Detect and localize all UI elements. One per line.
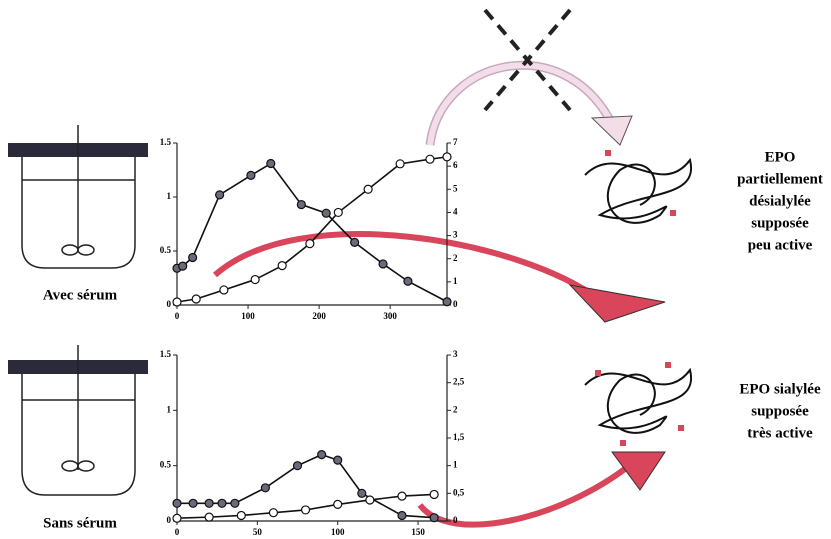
- data-point: [403, 276, 413, 286]
- data-point: [442, 152, 452, 162]
- data-point: [172, 513, 182, 523]
- data-point: [250, 274, 260, 285]
- reactor-bottom: [8, 345, 148, 496]
- data-point: [365, 495, 375, 505]
- data-point: [236, 510, 246, 521]
- y-tick-label: 0: [167, 515, 172, 525]
- x-tick-label: 100: [241, 311, 255, 321]
- x-tick-label: 50: [253, 527, 263, 537]
- data-point: [300, 505, 311, 515]
- data-point: [292, 461, 303, 471]
- data-point: [363, 184, 373, 194]
- product-label-line: EPO: [765, 149, 796, 165]
- data-point: [191, 294, 201, 304]
- y2-tick-label: 3: [453, 349, 458, 359]
- data-point: [204, 498, 214, 508]
- product-label-line: très active: [747, 425, 813, 441]
- y2-tick-label: 2: [453, 404, 458, 414]
- product-label-line: EPO sialylée: [739, 381, 821, 397]
- y2-tick-label: 3: [453, 230, 458, 240]
- data-point: [260, 483, 270, 493]
- data-point: [219, 285, 229, 295]
- data-point: [172, 498, 182, 508]
- product-label: EPO sialylée supposée très active: [739, 381, 821, 441]
- product-label-line: peu active: [748, 237, 813, 253]
- axis-frame: [176, 143, 448, 306]
- data-point: [442, 297, 452, 307]
- data-point: [378, 259, 388, 269]
- y2-tick-label: 1: [453, 460, 458, 470]
- y2-tick-label: 7: [453, 137, 458, 147]
- data-point: [204, 512, 214, 522]
- data-point: [333, 455, 343, 465]
- protein: [584, 362, 693, 446]
- reactor-top: [8, 125, 148, 269]
- data-point: [350, 237, 360, 247]
- data-point: [397, 510, 407, 521]
- y2-tick-label: 2,5: [453, 377, 465, 387]
- y2-tick-label: 0: [453, 299, 458, 309]
- y2-tick-label: 6: [453, 160, 458, 170]
- product-label-line: supposée: [751, 403, 809, 419]
- product-label-line: désialylée: [749, 193, 811, 209]
- y-tick-label: 0: [167, 299, 172, 309]
- data-point: [246, 170, 256, 180]
- y2-tick-label: 0: [453, 515, 458, 525]
- data-point: [429, 489, 439, 500]
- x-tick-label: 200: [312, 311, 326, 321]
- data-point: [188, 498, 198, 508]
- data-point: [172, 297, 182, 307]
- y2-tick-label: 5: [453, 183, 458, 193]
- x-tick-label: 0: [175, 527, 180, 537]
- y-tick-label: 0.5: [160, 245, 172, 255]
- data-point: [395, 159, 405, 169]
- data-point: [425, 154, 435, 164]
- product-label-line: partiellement: [737, 171, 823, 187]
- data-point: [217, 498, 227, 508]
- x-tick-label: 100: [331, 527, 345, 537]
- data-point: [266, 158, 276, 169]
- y-tick-label: 0.5: [160, 460, 172, 470]
- product-label-line: supposée: [751, 215, 809, 231]
- y-tick-label: 1: [167, 404, 172, 414]
- reactor-label: Avec sérum: [43, 287, 118, 303]
- data-point: [277, 261, 287, 271]
- data-point: [333, 499, 343, 509]
- y-tick-label: 1.5: [160, 137, 172, 147]
- y-tick-label: 1.5: [160, 349, 172, 359]
- y-tick-label: 1: [167, 191, 172, 201]
- data-point: [230, 498, 240, 508]
- y2-tick-label: 2: [453, 253, 458, 263]
- product-label: EPO partiellement désialylée supposée peu ac…: [737, 149, 823, 253]
- x-tick-label: 150: [411, 527, 425, 537]
- data-point: [296, 199, 306, 210]
- y2-tick-label: 1: [453, 276, 458, 286]
- data-point: [268, 508, 279, 518]
- data-point: [333, 207, 343, 218]
- y2-tick-label: 4: [453, 206, 458, 216]
- protein: [584, 150, 693, 224]
- reactor-label: Sans sérum: [43, 515, 117, 531]
- data-point: [429, 513, 439, 523]
- y2-tick-label: 0,5: [453, 487, 465, 497]
- x-tick-label: 0: [175, 311, 180, 321]
- data-point: [397, 491, 407, 501]
- data-point: [305, 239, 315, 249]
- data-point: [357, 488, 367, 498]
- data-point: [215, 190, 225, 200]
- data-point: [188, 252, 198, 263]
- data-point: [178, 261, 188, 271]
- data-point: [317, 450, 327, 460]
- x-tick-label: 300: [383, 311, 397, 321]
- data-point: [321, 208, 331, 218]
- y2-tick-label: 1,5: [453, 432, 465, 442]
